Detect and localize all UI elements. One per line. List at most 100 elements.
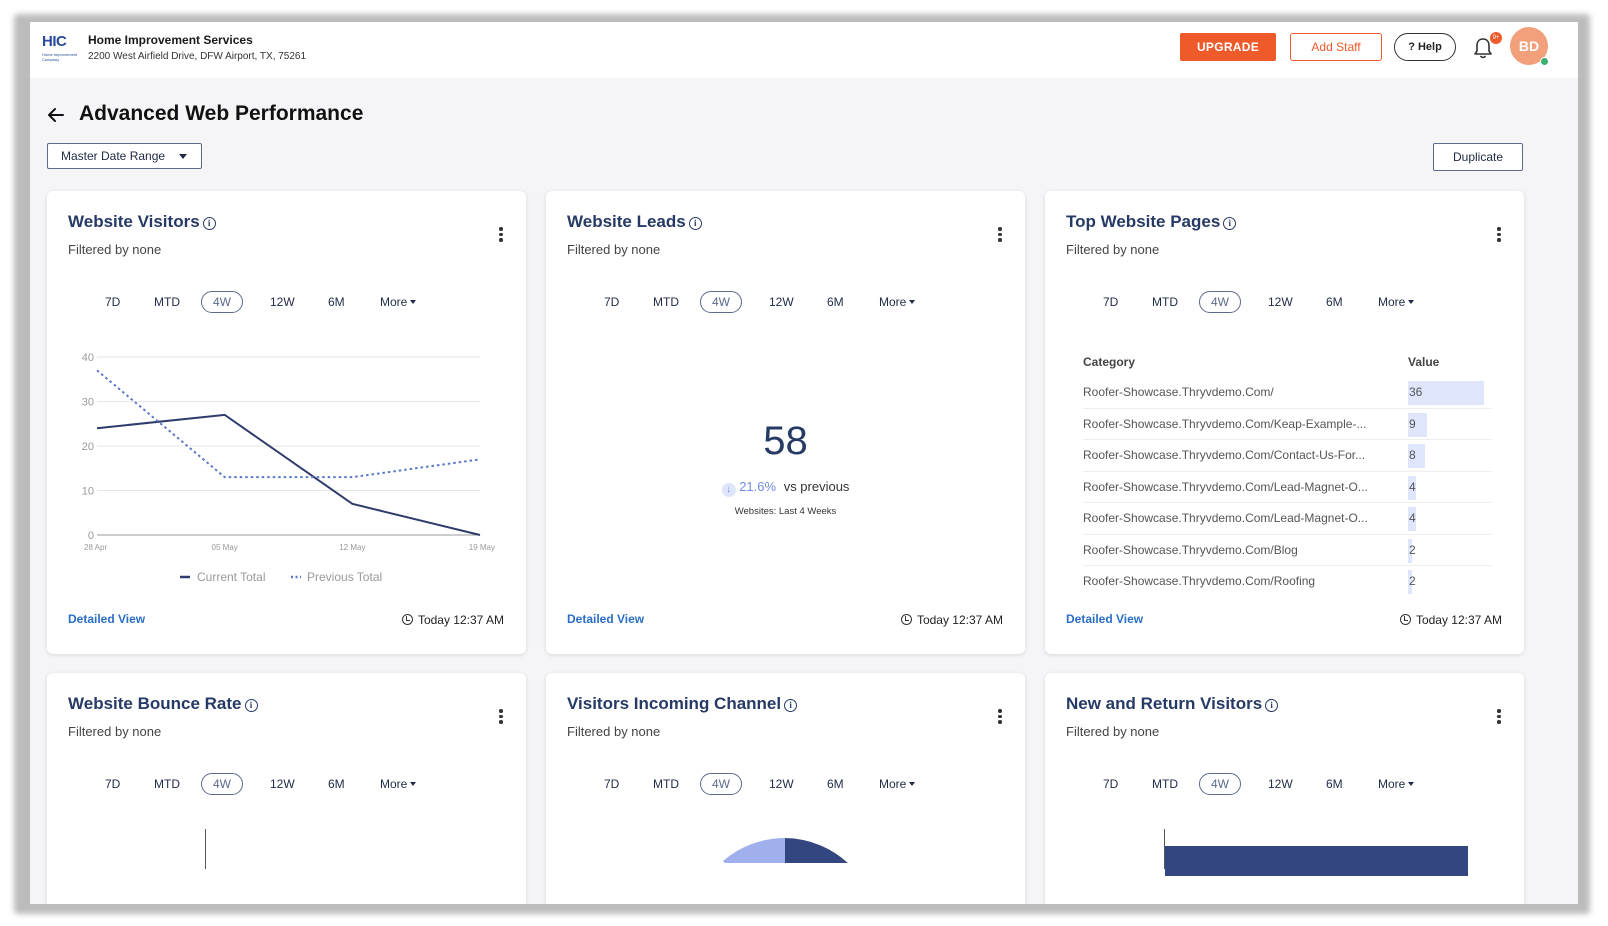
x-tick-label: 12 May (339, 543, 365, 552)
detailed-view-link[interactable]: Detailed View (1066, 612, 1144, 626)
range-tab-6m[interactable]: 6M (827, 295, 844, 309)
top-website-pages-card: Top Website Pages i Filtered by none 7D MT… (1045, 191, 1524, 654)
master-date-range-dropdown[interactable]: Master Date Range (47, 143, 202, 169)
time-range-tabs: 7D MTD 4W 12W 6M More (97, 773, 477, 797)
detailed-view-link[interactable]: Detailed View (68, 612, 146, 626)
range-tab-6m[interactable]: 6M (827, 777, 844, 791)
table-row[interactable]: Roofer-Showcase.Thryvdemo.Com/Keap-Examp… (1083, 409, 1491, 440)
range-tab-mtd[interactable]: MTD (1152, 295, 1178, 309)
info-icon[interactable]: i (1265, 699, 1279, 712)
range-tab-mtd[interactable]: MTD (653, 777, 679, 791)
range-tab-mtd[interactable]: MTD (653, 295, 679, 309)
column-header-category: Category (1083, 355, 1136, 369)
range-tab-4w[interactable]: 4W (1199, 291, 1241, 313)
leads-total: 58 (763, 419, 808, 463)
range-tab-4w[interactable]: 4W (700, 291, 742, 313)
range-tab-7d[interactable]: 7D (1103, 295, 1119, 309)
range-tab-mtd[interactable]: MTD (154, 777, 180, 791)
row-value-bar (1408, 570, 1413, 594)
card-subtitle: Filtered by none (567, 242, 661, 257)
info-icon[interactable]: i (244, 699, 258, 712)
more-options-icon[interactable] (997, 709, 1003, 725)
range-tab-6m[interactable]: 6M (1326, 777, 1343, 791)
detailed-view-link[interactable]: Detailed View (567, 612, 645, 626)
table-row[interactable]: Roofer-Showcase.Thryvdemo.Com/Blog 2 (1083, 535, 1491, 566)
back-arrow-icon[interactable] (46, 105, 66, 125)
card-subtitle: Filtered by none (68, 242, 162, 257)
card-title: Website Visitors i (68, 212, 216, 232)
top-bar: HIC Home Improvement Company Home Improv… (30, 22, 1578, 78)
table-row[interactable]: Roofer-Showcase.Thryvdemo.Com/Lead-Magne… (1083, 503, 1491, 535)
range-tab-7d[interactable]: 7D (105, 777, 121, 791)
row-category: Roofer-Showcase.Thryvdemo.Com/ (1083, 385, 1274, 399)
more-options-icon[interactable] (1496, 709, 1502, 725)
range-tab-4w[interactable]: 4W (700, 773, 742, 795)
legend-label-previous: Previous Total (307, 570, 382, 584)
y-tick-label: 10 (82, 486, 94, 498)
range-tab-12w[interactable]: 12W (270, 777, 295, 791)
range-tab-more[interactable]: More (879, 291, 916, 313)
add-staff-button[interactable]: Add Staff (1290, 33, 1382, 61)
range-tab-more[interactable]: More (380, 291, 417, 313)
table-row[interactable]: Roofer-Showcase.Thryvdemo.Com/Roofing 2 (1083, 566, 1491, 597)
card-title-text: New and Return Visitors (1066, 694, 1263, 713)
card-title: Visitors Incoming Channel i (567, 694, 798, 714)
range-tab-more[interactable]: More (380, 773, 417, 795)
row-category: Roofer-Showcase.Thryvdemo.Com/Keap-Examp… (1083, 416, 1367, 431)
range-tab-6m[interactable]: 6M (328, 777, 345, 791)
row-category: Roofer-Showcase.Thryvdemo.Com/Roofing (1083, 574, 1316, 588)
range-tab-more[interactable]: More (879, 773, 916, 795)
more-options-icon[interactable] (498, 709, 504, 725)
caret-down-icon (410, 782, 417, 786)
table-header: Category Value (1083, 349, 1491, 377)
range-tab-7d[interactable]: 7D (105, 295, 121, 309)
range-tab-4w[interactable]: 4W (1199, 773, 1241, 795)
row-value-bar (1408, 412, 1427, 437)
range-tab-4w[interactable]: 4W (201, 291, 243, 313)
logo-subtext: Home Improvement Company (42, 52, 78, 62)
logo-text: HIC (42, 33, 67, 50)
info-icon[interactable]: i (688, 217, 702, 230)
range-tab-7d[interactable]: 7D (604, 777, 620, 791)
visitors-line-chart: 0 10 20 30 40 28 Apr 05 May 12 May 19 May Current… (82, 352, 495, 584)
range-tab-12w[interactable]: 12W (1268, 295, 1293, 309)
pie-slice-light (723, 838, 785, 863)
range-tab-mtd[interactable]: MTD (1152, 777, 1178, 791)
range-tab-12w[interactable]: 12W (769, 295, 794, 309)
range-tab-mtd[interactable]: MTD (154, 295, 180, 309)
table-body[interactable]: Roofer-Showcase.Thryvdemo.Com/36 Roofer-S… (1083, 377, 1491, 597)
range-tab-more[interactable]: More (1378, 773, 1415, 795)
range-tab-12w[interactable]: 12W (1268, 777, 1293, 791)
row-value: 2 (1409, 542, 1416, 557)
table-row[interactable]: Roofer-Showcase.Thryvdemo.Com/36 (1083, 377, 1491, 409)
table-row[interactable]: Roofer-Showcase.Thryvdemo.Com/Lead-Magne… (1083, 472, 1491, 503)
range-tab-12w[interactable]: 12W (270, 295, 295, 309)
range-tab-6m[interactable]: 6M (328, 295, 345, 309)
info-icon[interactable]: i (784, 699, 798, 712)
range-tab-6m[interactable]: 6M (1326, 295, 1343, 309)
more-options-icon[interactable] (1496, 227, 1502, 243)
range-tab-more[interactable]: More (1378, 291, 1415, 313)
range-tab-7d[interactable]: 7D (604, 295, 620, 309)
time-range-tabs: 7D MTD 4W 12W 6M More (596, 773, 976, 797)
info-icon[interactable]: i (202, 217, 216, 230)
more-options-icon[interactable] (498, 227, 504, 243)
range-tab-7d[interactable]: 7D (1103, 777, 1119, 791)
info-icon[interactable]: i (1223, 217, 1237, 230)
range-tab-4w[interactable]: 4W (201, 773, 243, 795)
bell-icon[interactable] (1472, 36, 1494, 60)
upgrade-button[interactable]: UPGRADE (1180, 33, 1276, 61)
notification-badge: 9+ (1490, 32, 1502, 44)
duplicate-button[interactable]: Duplicate (1433, 143, 1523, 171)
help-button[interactable]: ? Help (1394, 33, 1456, 61)
row-value: 4 (1409, 511, 1416, 525)
channel-pie-chart (723, 838, 848, 863)
row-value: 36 (1409, 385, 1423, 399)
company-logo[interactable]: HIC Home Improvement Company (42, 34, 80, 64)
row-category: Roofer-Showcase.Thryvdemo.Com/Blog (1083, 542, 1298, 557)
more-options-icon[interactable] (997, 227, 1003, 243)
table-row[interactable]: Roofer-Showcase.Thryvdemo.Com/Contact-Us… (1083, 440, 1491, 472)
new-and-return-visitors-card: New and Return Visitors i Filtered by non… (1045, 673, 1524, 904)
last-updated: Today 12:37 AM (1399, 613, 1502, 627)
range-tab-12w[interactable]: 12W (769, 777, 794, 791)
